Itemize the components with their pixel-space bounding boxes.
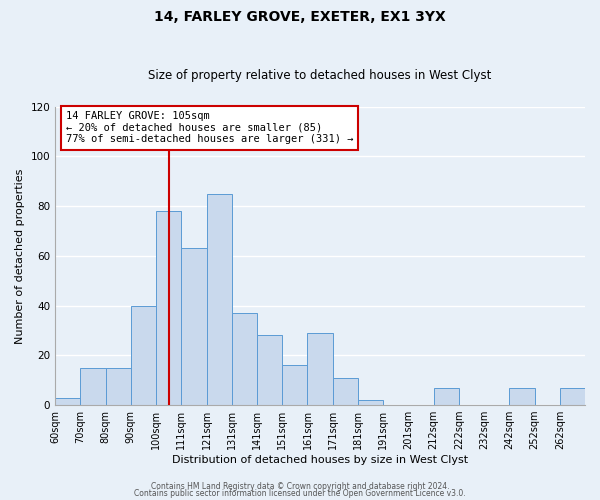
Bar <box>106 368 131 405</box>
Title: Size of property relative to detached houses in West Clyst: Size of property relative to detached ho… <box>148 69 492 82</box>
Text: 14 FARLEY GROVE: 105sqm
← 20% of detached houses are smaller (85)
77% of semi-de: 14 FARLEY GROVE: 105sqm ← 20% of detache… <box>66 112 353 144</box>
Bar <box>181 248 206 405</box>
Bar <box>282 366 307 405</box>
Bar <box>434 388 459 405</box>
Text: Contains public sector information licensed under the Open Government Licence v3: Contains public sector information licen… <box>134 490 466 498</box>
Bar <box>307 333 332 405</box>
Bar <box>358 400 383 405</box>
Bar <box>206 194 232 405</box>
Bar <box>156 211 181 405</box>
Bar <box>257 336 282 405</box>
Text: 14, FARLEY GROVE, EXETER, EX1 3YX: 14, FARLEY GROVE, EXETER, EX1 3YX <box>154 10 446 24</box>
Bar <box>509 388 535 405</box>
Text: Contains HM Land Registry data © Crown copyright and database right 2024.: Contains HM Land Registry data © Crown c… <box>151 482 449 491</box>
Y-axis label: Number of detached properties: Number of detached properties <box>15 168 25 344</box>
X-axis label: Distribution of detached houses by size in West Clyst: Distribution of detached houses by size … <box>172 455 468 465</box>
Bar <box>232 313 257 405</box>
Bar <box>80 368 106 405</box>
Bar <box>560 388 585 405</box>
Bar <box>55 398 80 405</box>
Bar <box>131 306 156 405</box>
Bar <box>332 378 358 405</box>
